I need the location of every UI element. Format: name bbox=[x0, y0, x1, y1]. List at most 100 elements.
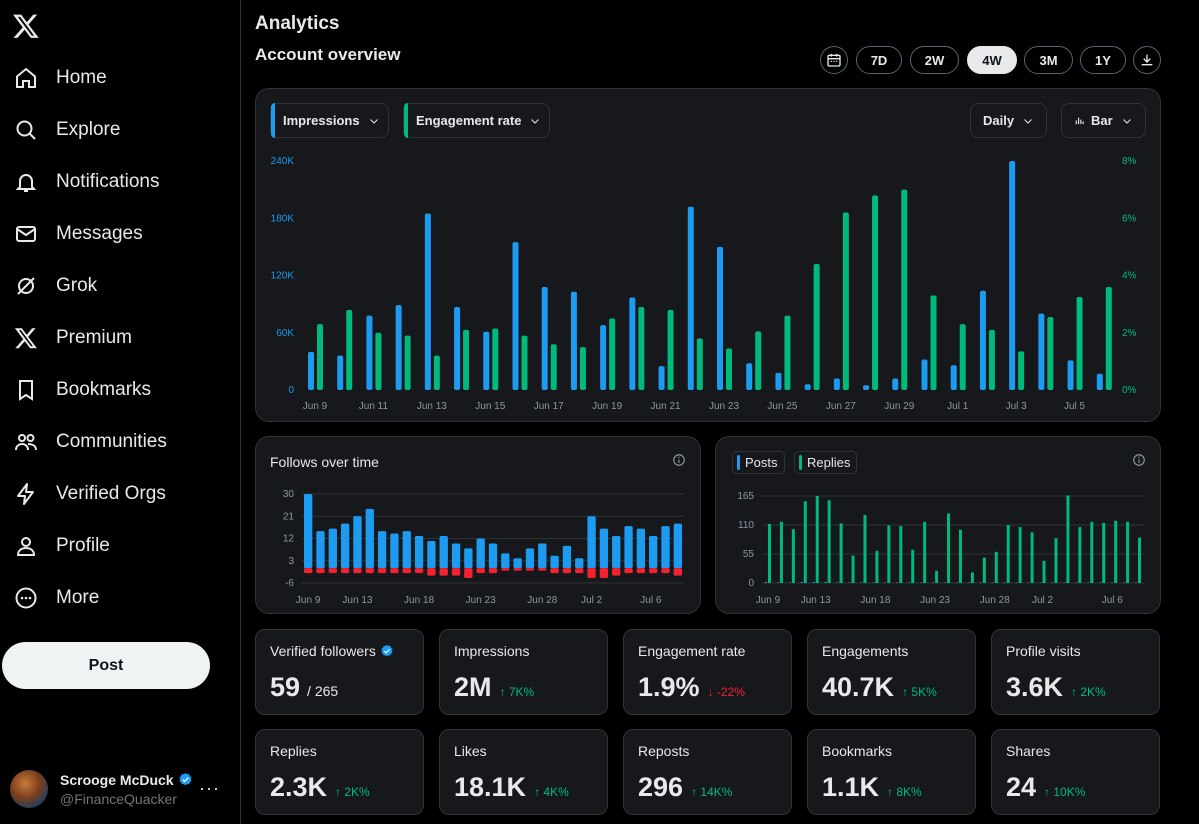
stat-delta: ↑ 5K% bbox=[902, 685, 937, 699]
more-icon[interactable]: ··· bbox=[199, 778, 220, 798]
y-right-tick: 6% bbox=[1122, 213, 1137, 224]
impressions-bar bbox=[687, 206, 694, 390]
metric1-select[interactable]: Impressions bbox=[270, 103, 389, 138]
sidebar-item-explore[interactable]: Explore bbox=[10, 108, 124, 152]
stat-label-text: Bookmarks bbox=[822, 743, 893, 759]
account-switcher[interactable]: Scrooge McDuck @FinanceQuacker ··· bbox=[10, 766, 230, 812]
metric1-label: Impressions bbox=[283, 113, 360, 128]
follows-bar bbox=[587, 516, 596, 569]
legend-replies[interactable]: Replies bbox=[794, 451, 858, 474]
unfollows-bar bbox=[427, 568, 436, 576]
sidebar-item-communities[interactable]: Communities bbox=[10, 420, 171, 464]
engagement-rate-bar bbox=[550, 344, 557, 390]
posts-bar bbox=[908, 582, 911, 583]
metric2-color-bar bbox=[404, 103, 408, 138]
engagement-rate-bar bbox=[755, 331, 762, 390]
bar-chart-icon bbox=[1075, 117, 1084, 125]
replies-bar bbox=[1126, 521, 1130, 583]
metric2-select[interactable]: Engagement rate bbox=[403, 103, 550, 138]
x-tick-label: Jun 28 bbox=[980, 595, 1010, 606]
unfollows-bar bbox=[353, 568, 362, 574]
x-tick-label: Jun 9 bbox=[303, 401, 328, 412]
metric2-label: Engagement rate bbox=[416, 113, 522, 128]
stat-card-profile-visits[interactable]: Profile visits 3.6K ↑ 2K% bbox=[991, 629, 1160, 715]
follows-bar bbox=[661, 526, 670, 569]
sidebar-item-verified-orgs[interactable]: Verified Orgs bbox=[10, 472, 170, 516]
stat-card-bookmarks[interactable]: Bookmarks 1.1K ↑ 8K% bbox=[807, 729, 976, 815]
follows-bar bbox=[304, 494, 313, 569]
replies-bar bbox=[887, 525, 891, 583]
stat-label: Replies bbox=[270, 743, 317, 759]
stat-card-engagement-rate[interactable]: Engagement rate 1.9% ↓ -22% bbox=[623, 629, 792, 715]
stat-card-verified-followers[interactable]: Verified followers 59 / 265 bbox=[255, 629, 424, 715]
stat-card-engagements[interactable]: Engagements 40.7K ↑ 5K% bbox=[807, 629, 976, 715]
impressions-bar bbox=[1009, 161, 1016, 390]
account-name: Scrooge McDuck bbox=[60, 771, 174, 788]
range-4w-button[interactable]: 4W bbox=[967, 46, 1017, 74]
range-7d-button[interactable]: 7D bbox=[856, 46, 902, 74]
sidebar-item-grok[interactable]: Grok bbox=[10, 264, 101, 308]
follows-title: Follows over time bbox=[270, 454, 379, 470]
stat-label-text: Shares bbox=[1006, 743, 1051, 759]
download-button[interactable] bbox=[1133, 46, 1161, 74]
stat-card-impressions[interactable]: Impressions 2M ↑ 7K% bbox=[439, 629, 608, 715]
y-tick: 30 bbox=[283, 489, 295, 500]
range-3m-button[interactable]: 3M bbox=[1024, 46, 1073, 74]
sidebar-item-bookmarks[interactable]: Bookmarks bbox=[10, 368, 155, 412]
posts-bar bbox=[967, 582, 970, 583]
replies-bar bbox=[947, 513, 951, 583]
x-tick-label: Jul 6 bbox=[640, 595, 662, 606]
verified-badge-icon bbox=[179, 772, 192, 786]
x-tick-label: Jun 23 bbox=[920, 595, 950, 606]
calendar-button[interactable] bbox=[820, 46, 848, 74]
avatar[interactable] bbox=[10, 770, 48, 808]
impressions-bar bbox=[512, 242, 519, 390]
verified-badge-icon bbox=[381, 644, 393, 657]
sidebar-item-label: Profile bbox=[56, 535, 110, 556]
unfollows-bar bbox=[316, 568, 325, 574]
chart-type-select[interactable]: Bar bbox=[1061, 103, 1146, 138]
unfollows-bar bbox=[599, 568, 609, 579]
range-1y-button[interactable]: 1Y bbox=[1080, 46, 1126, 74]
posts-bar bbox=[1003, 582, 1006, 583]
info-icon[interactable] bbox=[672, 453, 686, 467]
stat-label-text: Engagement rate bbox=[638, 643, 746, 659]
sidebar-item-label: Home bbox=[56, 67, 107, 88]
stat-value: 24 bbox=[1006, 772, 1037, 802]
post-button[interactable]: Post bbox=[2, 642, 210, 689]
range-2w-button[interactable]: 2W bbox=[910, 46, 959, 74]
sidebar-item-premium[interactable]: Premium bbox=[10, 316, 136, 360]
y-left-tick: 120K bbox=[271, 271, 295, 282]
legend-posts[interactable]: Posts bbox=[732, 451, 785, 474]
stat-value: 2M bbox=[454, 672, 492, 702]
unfollows-bar bbox=[636, 568, 646, 574]
sidebar-item-home[interactable]: Home bbox=[10, 56, 111, 100]
follows-bar bbox=[353, 516, 362, 569]
replies-bar bbox=[851, 555, 855, 583]
follows-bar bbox=[439, 536, 448, 569]
sidebar-item-label: Communities bbox=[56, 431, 167, 452]
stat-value-row: 2.3K ↑ 2K% bbox=[270, 772, 370, 803]
section-title: Account overview bbox=[255, 45, 401, 64]
impressions-bar bbox=[366, 315, 373, 390]
sidebar-item-profile[interactable]: Profile bbox=[10, 524, 114, 568]
lightning-icon bbox=[17, 483, 34, 505]
sidebar-item-notifications[interactable]: Notifications bbox=[10, 160, 164, 204]
unfollows-bar bbox=[390, 568, 399, 574]
unfollows-bar bbox=[575, 568, 584, 574]
y-tick: 12 bbox=[283, 534, 295, 545]
posts-bar bbox=[955, 582, 958, 583]
x-tick-label: Jul 5 bbox=[1064, 401, 1086, 412]
info-icon[interactable] bbox=[1132, 453, 1146, 467]
x-logo-icon[interactable] bbox=[12, 12, 40, 40]
stat-card-shares[interactable]: Shares 24 ↑ 10K% bbox=[991, 729, 1160, 815]
stat-card-likes[interactable]: Likes 18.1K ↑ 4K% bbox=[439, 729, 608, 815]
sidebar-item-more[interactable]: More bbox=[10, 576, 103, 620]
stat-card-replies[interactable]: Replies 2.3K ↑ 2K% bbox=[255, 729, 424, 815]
sidebar-item-label: Messages bbox=[56, 223, 143, 244]
sidebar-item-messages[interactable]: Messages bbox=[10, 212, 147, 256]
stat-card-reposts[interactable]: Reposts 296 ↑ 14K% bbox=[623, 729, 792, 815]
stat-value: 1.9% bbox=[638, 672, 700, 702]
granularity-select[interactable]: Daily bbox=[970, 103, 1047, 138]
follows-bar bbox=[599, 528, 609, 569]
